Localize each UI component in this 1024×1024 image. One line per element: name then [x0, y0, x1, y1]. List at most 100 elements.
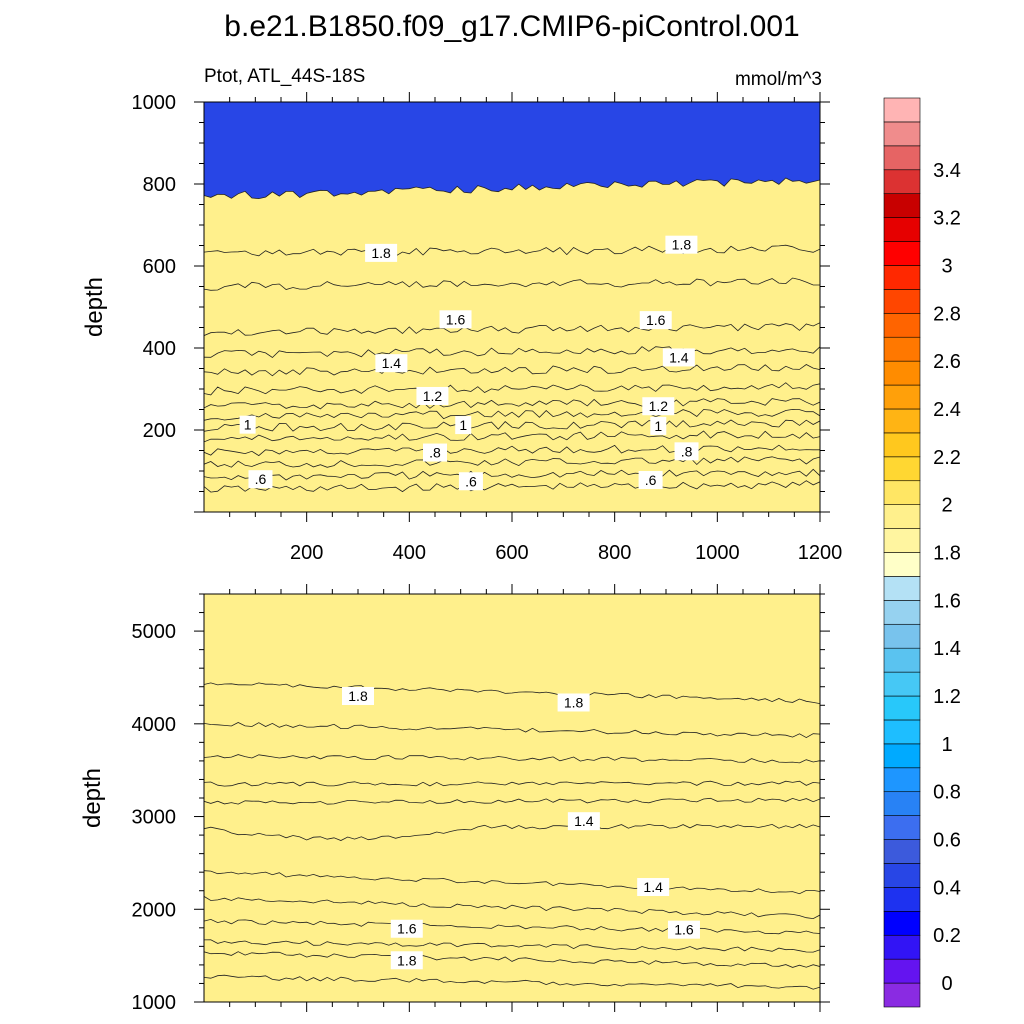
colorbar-tick-label: 2.6 — [933, 351, 961, 373]
svg-text:1.4: 1.4 — [669, 349, 689, 365]
colorbar-box — [883, 958, 921, 984]
colorbar-box — [883, 623, 921, 649]
upper-y-tick-label: 800 — [143, 174, 176, 196]
upper-contour-line — [204, 382, 820, 396]
svg-text:1.4: 1.4 — [643, 879, 663, 895]
lower-contour-line — [204, 797, 820, 805]
colorbar-box — [883, 528, 921, 553]
upper-contour-line — [204, 480, 820, 493]
upper-x-tick-label: 200 — [290, 542, 323, 564]
upper-y-tick-label: 600 — [143, 256, 176, 278]
upper-contour-label: 1.2 — [416, 386, 449, 405]
upper-x-tick-label: 1000 — [695, 542, 740, 564]
colorbar-box — [883, 289, 921, 314]
variable-region-label: Ptot, ATL_44S-18S — [204, 66, 365, 87]
colorbar-tick-label: 3 — [941, 255, 952, 277]
upper-contour-line — [204, 456, 820, 468]
lower-y-tick-label: 3000 — [132, 807, 177, 829]
colorbar-box — [883, 982, 921, 1008]
upper-y-tick-label: 200 — [143, 420, 176, 442]
svg-text:1.6: 1.6 — [674, 922, 694, 938]
upper-contour-label: 1.8 — [665, 235, 698, 254]
svg-text:.6: .6 — [255, 471, 267, 487]
colorbar-tick-label: 3.2 — [933, 208, 961, 230]
upper-contour-line — [204, 244, 820, 257]
lower-contour-line — [204, 974, 820, 990]
colorbar-box — [883, 169, 921, 194]
lower-contour-label: 1.4 — [637, 878, 670, 897]
svg-text:.6: .6 — [465, 473, 477, 489]
svg-text:1: 1 — [244, 417, 252, 433]
colorbar-tick-label: 2.8 — [933, 303, 961, 325]
colorbar-tick-label: 1 — [941, 734, 952, 756]
colorbar-box — [883, 552, 921, 577]
colorbar-box — [883, 384, 921, 410]
upper-contour-label: 1.4 — [375, 354, 408, 373]
colorbar-box — [883, 193, 921, 218]
lower-contour-line — [204, 939, 820, 953]
colorbar-box — [883, 432, 921, 458]
lower-contour-line — [204, 722, 820, 739]
lower-contour-line — [204, 951, 820, 968]
colorbar-box — [883, 360, 921, 386]
lower-contour-line — [204, 896, 820, 920]
colorbar-box — [883, 911, 921, 936]
colorbar-box — [883, 743, 921, 769]
svg-text:1.4: 1.4 — [574, 813, 594, 829]
upper-contour-band — [204, 178, 820, 512]
upper-contour-label: .8 — [674, 442, 699, 461]
colorbar-tick-label: 0.4 — [933, 877, 961, 899]
upper-contour-line — [204, 408, 820, 421]
colorbar-box — [883, 815, 921, 840]
upper-x-tick-label: 1200 — [798, 542, 843, 564]
upper-contour-label: 1.4 — [662, 348, 695, 367]
upper-contour-line — [204, 419, 820, 432]
colorbar-box — [883, 576, 921, 601]
upper-y-tick-label: 1000 — [132, 92, 177, 114]
svg-text:.8: .8 — [429, 445, 441, 461]
upper-contour-label: 1.6 — [639, 311, 672, 330]
upper-contour-line — [204, 346, 820, 359]
upper-contour-line — [204, 177, 820, 200]
colorbar-box — [883, 97, 921, 123]
units-label: mmol/m^3 — [735, 69, 822, 90]
colorbar-tick-label: 3.4 — [933, 160, 961, 182]
svg-text:1.8: 1.8 — [371, 245, 391, 261]
colorbar-box — [883, 839, 921, 864]
colorbar-box — [883, 887, 921, 912]
upper-contour-label: .6 — [248, 470, 273, 489]
upper-contour-label: 1.2 — [642, 397, 675, 416]
svg-text:1.2: 1.2 — [649, 398, 669, 414]
colorbar-tick-label: 0.2 — [933, 925, 961, 947]
upper-contour-label: 1 — [650, 416, 667, 435]
upper-x-tick-label: 600 — [495, 542, 528, 564]
lower-contour-line — [204, 780, 820, 787]
svg-text:1.6: 1.6 — [446, 311, 466, 327]
svg-text:1.6: 1.6 — [646, 312, 666, 328]
colorbar-box — [883, 504, 921, 529]
svg-text:1.8: 1.8 — [672, 237, 692, 253]
upper-ylabel: depth — [81, 277, 108, 337]
svg-text:.6: .6 — [645, 472, 657, 488]
lower-contour-label: 1.8 — [557, 693, 590, 712]
lower-contour-line — [204, 870, 820, 895]
lower-contour-label: 1.6 — [667, 920, 700, 939]
upper-panel: .6 .6 .6 .8 .8 1 1 1 1.2 1.2 1.4 1.4 1.6 1.6 1.8 1.8 200… — [132, 92, 843, 564]
upper-contour-label: 1 — [455, 416, 472, 435]
svg-text:1.8: 1.8 — [397, 952, 417, 968]
lower-y-tick-label: 4000 — [132, 714, 177, 736]
lower-panel: 1.8 1.6 1.6 1.4 1.4 1.8 1.8 1000 2000 3000 4000 500… — [132, 584, 830, 1014]
svg-text:1.2: 1.2 — [423, 388, 443, 404]
figure-title: b.e21.B1850.f09_g17.CMIP6-piControl.001 — [224, 10, 799, 43]
colorbar-box — [883, 145, 921, 171]
upper-contour-label: .6 — [458, 472, 483, 491]
colorbar-tick-label: 1.6 — [933, 590, 961, 612]
svg-text:1.4: 1.4 — [382, 355, 402, 371]
colorbar-box — [883, 647, 921, 673]
colorbar-box — [883, 121, 921, 147]
colorbar-box — [883, 863, 921, 888]
colorbar-box — [883, 600, 921, 625]
colorbar-tick-label: 0.6 — [933, 830, 961, 852]
colorbar-box — [883, 241, 921, 266]
